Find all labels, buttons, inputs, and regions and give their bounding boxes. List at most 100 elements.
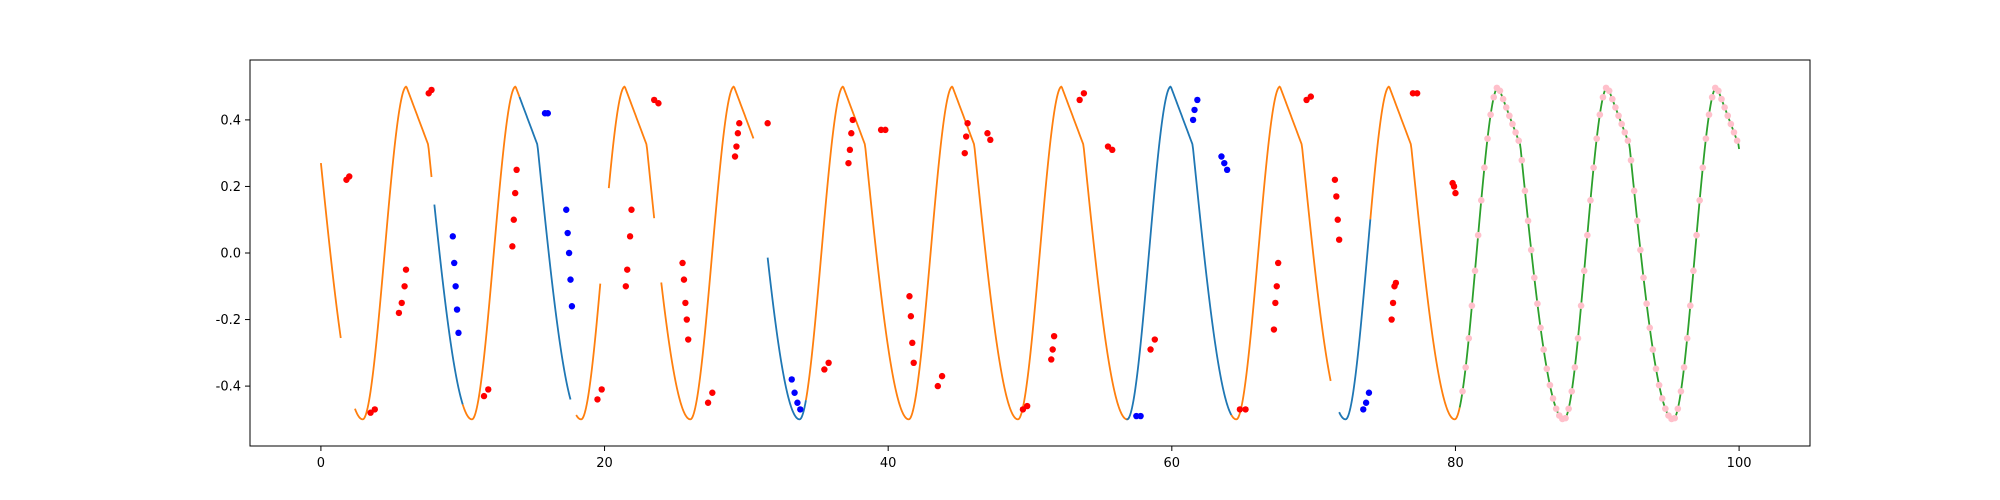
blue-marker [794,399,801,406]
pink-marker [1562,414,1569,422]
red-marker [622,283,630,290]
red-marker [736,120,743,127]
pink-marker [1543,365,1551,373]
red-marker [680,276,688,283]
pink-marker [1509,120,1516,128]
pink-marker [1593,135,1601,142]
pink-marker [1640,274,1647,281]
pink-marker [1637,246,1644,254]
y-tick-label: 0.0 [220,247,241,262]
series-line-orange-1 [354,85,433,421]
red-marker [821,366,828,373]
pink-marker [1699,164,1707,171]
pink-marker [1708,93,1716,101]
series-line-orange-5 [575,283,602,421]
series-line-orange-7 [660,85,755,421]
series-line-orange-3 [461,85,521,421]
pink-marker [1627,156,1635,164]
pink-marker [1618,120,1625,128]
red-marker [598,386,605,393]
blue-marker [564,229,571,237]
pink-marker [1671,414,1679,422]
red-marker [962,133,970,140]
red-marker [764,120,771,127]
series-line-blue-10 [1126,85,1233,421]
blue-marker [791,389,798,396]
pink-marker [1487,111,1494,118]
blue-marker [544,110,552,117]
red-marker [480,392,488,400]
red-marker [825,359,832,367]
y-tick-label: -0.4 [216,380,241,395]
red-marker [1388,316,1395,323]
pink-marker [1584,231,1591,239]
red-marker [628,206,635,213]
red-marker [731,153,739,160]
blue-marker [1137,412,1144,420]
red-marker [849,116,856,124]
pink-marker [1693,231,1700,239]
red-marker [984,130,991,137]
red-marker [485,386,492,393]
red-marker [964,120,971,127]
red-marker [1274,259,1282,267]
pink-marker [1502,104,1510,111]
pink-marker [1649,346,1657,353]
red-marker [938,372,946,380]
blue-marker [1191,106,1198,114]
plot-area [320,84,1741,423]
pink-marker [1652,365,1660,373]
red-marker [1273,283,1280,290]
red-marker [1048,356,1055,363]
red-marker [1389,299,1397,307]
red-marker [1023,402,1031,410]
x-tick-label: 40 [880,456,897,471]
y-tick-label: 0.2 [220,180,241,195]
red-marker [1334,216,1341,223]
pink-marker [1577,302,1585,309]
red-marker [1242,406,1249,413]
red-marker [685,336,692,343]
red-marker [402,266,410,273]
red-marker [1080,90,1088,97]
pink-marker [1465,335,1473,342]
blue-marker [1365,389,1373,396]
red-marker [510,216,517,223]
red-marker [509,243,516,250]
red-marker [626,233,634,240]
red-marker [1333,193,1340,200]
red-marker [1331,176,1339,183]
pink-marker [1587,197,1594,204]
series-line-orange-11 [1230,85,1332,421]
pink-marker [1596,111,1604,118]
series-line-orange-0 [320,162,342,339]
pink-marker [1574,335,1582,342]
blue-marker [1362,399,1370,406]
axes-frame [249,59,1811,447]
red-marker [1050,332,1058,340]
red-marker [845,159,852,167]
red-marker [733,143,740,150]
pink-marker [1499,95,1507,103]
pink-marker [1459,388,1466,395]
red-marker [704,399,712,406]
red-marker [906,293,913,300]
pink-marker [1580,267,1588,275]
red-marker [624,266,631,273]
pink-marker [1515,137,1523,144]
red-marker [1335,236,1343,243]
pink-marker [1683,335,1691,342]
red-marker [909,339,916,347]
red-marker [398,299,405,307]
pink-marker [1643,300,1650,308]
blue-marker [567,276,574,283]
y-tick-label: -0.2 [216,313,241,328]
pink-marker [1718,95,1725,103]
red-marker [1147,346,1154,353]
red-marker [1076,96,1083,104]
blue-marker [1221,159,1228,167]
blue-marker [1194,96,1201,104]
red-marker [679,259,686,267]
blue-marker [1189,116,1197,124]
